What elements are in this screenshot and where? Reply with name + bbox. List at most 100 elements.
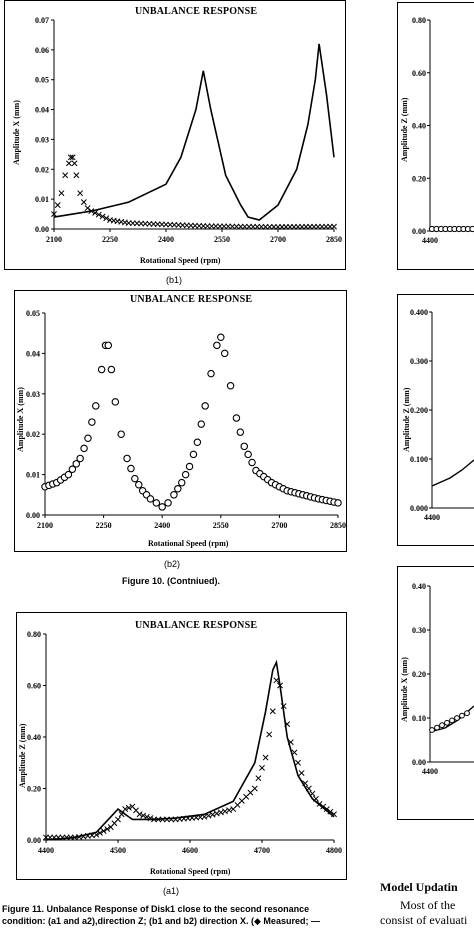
body-text-line2: consist of evaluati (380, 913, 468, 927)
b1-series-line (53, 43, 335, 221)
b2-ytick-label: 0.04 (26, 349, 40, 358)
b1-point (80, 199, 87, 206)
section-heading: Model Updatin (380, 880, 458, 894)
b1-point (103, 215, 110, 222)
chart-b1-caption: (b1) (166, 275, 183, 285)
chart-b1-xlabel: Rotational Speed (rpm) (140, 256, 221, 265)
b2-point (226, 381, 235, 390)
a1-point (104, 826, 111, 833)
a1-xtick-label: 4600 (182, 846, 198, 855)
b2-point (64, 470, 73, 479)
b2-xtick-label: 2850 (330, 521, 346, 530)
figure11-caption-line1: Figure 11. Unbalance Response of Disk1 c… (2, 904, 310, 914)
b1-ytick-label: 0.06 (35, 46, 49, 55)
b2-point (248, 458, 256, 467)
right-xtick-label: 4400 (422, 236, 438, 245)
right-ytick-label: 0.10 (412, 714, 426, 723)
right-ytick-label: 0.30 (412, 626, 426, 635)
b1-ytick-label: 0.00 (35, 225, 49, 234)
right-ytick-label: 0.80 (412, 16, 426, 25)
chart-right-bot-frame (397, 566, 474, 820)
b1-point (69, 154, 76, 161)
a1-xtick-label: 4700 (254, 846, 270, 855)
a1-ytick-label: 0.20 (27, 785, 41, 794)
b2-ytick-label: 0.01 (26, 471, 40, 480)
b1-point (73, 172, 80, 179)
a1-ytick-label: 0.00 (27, 836, 41, 845)
b1-point (77, 190, 84, 197)
right-mid-line (431, 459, 474, 487)
b2-point (111, 398, 120, 406)
right-ytick-label: 0.40 (412, 122, 426, 131)
a1-point (295, 759, 301, 766)
right-ytick-label: 0.400 (410, 308, 428, 317)
a1-xtick-label: 4500 (110, 846, 126, 855)
a1-xtick-label: 4800 (326, 846, 342, 855)
b2-xtick-label: 2700 (271, 521, 287, 530)
chart-a1-frame (16, 612, 347, 880)
right-bot-point (449, 717, 455, 724)
a1-point (115, 816, 121, 823)
right-bot-point (439, 722, 445, 729)
b2-point (146, 495, 155, 503)
a1-point (100, 828, 107, 834)
chart-right-top-frame (397, 2, 474, 270)
a1-series-line (45, 659, 335, 841)
b2-point (158, 503, 166, 511)
b2-point (193, 438, 202, 447)
a1-point (122, 806, 129, 813)
b1-point (331, 223, 337, 230)
right-ytick-label: 0.20 (412, 174, 426, 183)
b2-point (244, 450, 252, 459)
a1-point (266, 731, 273, 738)
chart-b2-caption: (b2) (164, 559, 181, 569)
b1-point (51, 211, 57, 218)
b1-xtick-label: 2550 (214, 235, 230, 244)
a1-point (213, 810, 220, 817)
b2-point (185, 462, 194, 471)
b2-point (135, 480, 143, 489)
a1-ytick-label: 0.40 (27, 733, 41, 742)
b1-point (84, 205, 91, 212)
a1-ytick-label: 0.60 (27, 682, 41, 691)
a1-point (251, 785, 258, 792)
b1-point (54, 202, 61, 209)
b1-xtick-label: 2250 (102, 235, 118, 244)
a1-xtick-label: 4400 (38, 846, 54, 855)
figure11-caption-line2: condition: (a1 and a2),direction Z; (b1 … (2, 916, 320, 926)
b2-xtick-label: 2550 (213, 521, 229, 530)
right-top-point (469, 225, 474, 233)
b2-point (76, 454, 84, 463)
chart-b2-frame (14, 290, 347, 552)
right-ytick-label: 0.00 (412, 758, 426, 767)
b2-ytick-label: 0.03 (26, 390, 40, 399)
a1-point (323, 806, 330, 813)
b2-point (240, 442, 248, 451)
b2-point (107, 365, 116, 374)
b2-point (181, 470, 190, 479)
right-xtick-label: 4400 (422, 767, 438, 776)
b1-xtick-label: 2700 (270, 235, 286, 244)
b1-point (62, 172, 69, 179)
right-ytick-label: 0.200 (410, 406, 428, 415)
a1-ytick-label: 0.80 (27, 630, 41, 639)
a1-point (226, 807, 233, 814)
body-text-line1: Most of the (400, 898, 456, 912)
a1-point (222, 808, 228, 815)
b1-xtick-label: 2100 (46, 235, 62, 244)
b1-ytick-label: 0.05 (35, 76, 49, 85)
chart-b2-xlabel: Rotational Speed (rpm) (148, 539, 229, 548)
b1-point (65, 160, 72, 167)
b2-ytick-label: 0.00 (26, 511, 40, 520)
b2-point (80, 444, 88, 453)
right-ytick-label: 0.40 (412, 582, 426, 591)
b2-point (117, 430, 125, 438)
b1-point (58, 190, 65, 197)
b2-xtick-label: 2250 (96, 521, 112, 530)
b2-point (174, 484, 182, 493)
chart-a1-title: UNBALANCE RESPONSE (135, 620, 258, 631)
b2-point (217, 333, 225, 341)
b1-ytick-label: 0.04 (35, 106, 49, 115)
